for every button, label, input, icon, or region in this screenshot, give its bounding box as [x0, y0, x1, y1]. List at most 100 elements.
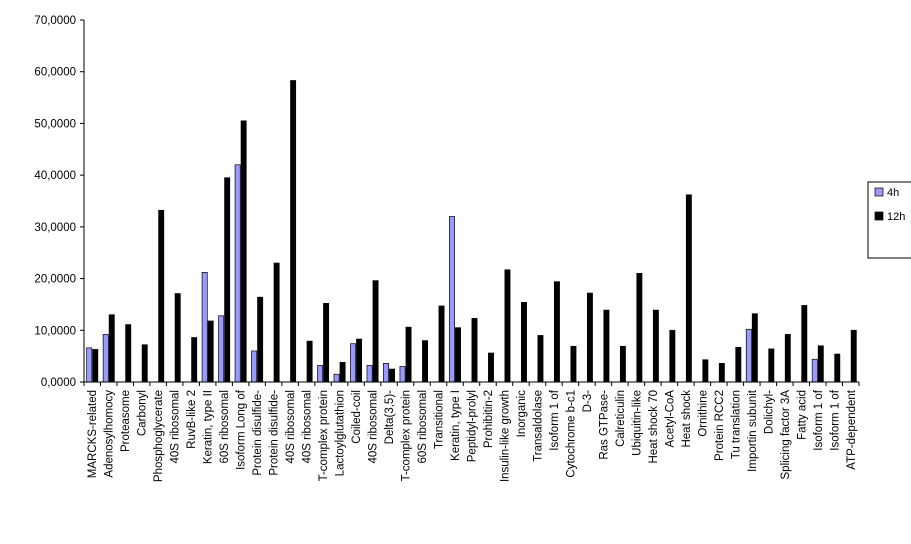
y-tick-label: 30,0000	[34, 222, 76, 234]
x-category-label: Tu translation	[730, 390, 742, 459]
x-category-label: T-complex protein	[318, 390, 330, 481]
x-category-label: Ornithine	[697, 390, 709, 437]
x-category-label: Cytochrome b-c1	[565, 390, 577, 478]
x-category-label: Lactoylglutathion	[335, 390, 347, 476]
x-category-label: Splicing factor 3A	[780, 390, 792, 480]
x-category-label: T-complex protein	[401, 390, 413, 481]
x-category-label: 40S ribosomal	[368, 390, 380, 464]
bar-12h-45	[834, 353, 841, 383]
x-category-label: Protein disulfide-	[269, 390, 281, 476]
bar-4h-9	[234, 164, 241, 383]
bar-4h-40	[745, 328, 752, 383]
bar-4h-18	[383, 363, 390, 383]
bar-12h-39	[735, 347, 742, 383]
bar-12h-7	[207, 320, 214, 383]
bar-12h-27	[537, 335, 544, 383]
bar-4h-14	[317, 365, 324, 383]
bar-12h-10	[257, 296, 264, 383]
bar-12h-31	[603, 309, 610, 383]
x-category-label: 60S ribosomal	[417, 390, 429, 464]
bar-12h-13	[306, 340, 313, 383]
x-category-label: Protein RCC2	[714, 390, 726, 461]
bar-12h-2	[125, 324, 132, 383]
x-category-label: D-3-	[582, 390, 594, 413]
x-category-label: Isoform Long of	[236, 389, 248, 470]
bar-12h-1	[108, 314, 115, 383]
bar-4h-0	[86, 347, 93, 383]
bar-12h-26	[521, 302, 527, 383]
bar-4h-1	[102, 334, 109, 383]
bars	[86, 80, 857, 383]
bar-12h-9	[240, 120, 247, 383]
y-axis: 0,0000 10,0000 20,0000 30,0000 40,0000 50,000…	[34, 15, 85, 389]
bar-12h-20	[422, 340, 428, 383]
bar-12h-38	[718, 363, 725, 383]
bar-12h-12	[290, 80, 297, 383]
x-category-label: Ras GTPase-	[598, 390, 610, 460]
bar-12h-0	[92, 349, 99, 383]
bar-12h-36	[685, 194, 692, 383]
x-category-label: Inorganic	[516, 390, 528, 438]
bar-12h-16	[356, 338, 363, 383]
bar-12h-17	[372, 280, 379, 383]
x-category-label: Insulin-like growth	[499, 390, 511, 482]
bar-12h-15	[339, 361, 346, 383]
bar-4h-19	[399, 366, 406, 383]
bar-12h-22	[455, 327, 461, 383]
bar-12h-37	[702, 359, 709, 383]
y-tick-label: 10,0000	[34, 325, 76, 337]
bar-4h-44	[811, 358, 818, 383]
x-category-label: Heat shock	[681, 390, 693, 448]
x-category-label: Phosphoglycerate	[153, 390, 165, 482]
x-category-label: ATP-dependent	[846, 389, 858, 470]
x-category-label: Isoform 1 of	[829, 389, 841, 451]
bar-12h-5	[174, 293, 181, 383]
legend-label-4h: 4h	[887, 187, 899, 199]
y-tick-label: 60,0000	[34, 67, 76, 79]
bar-12h-40	[751, 313, 758, 383]
bar-12h-4	[158, 209, 165, 383]
bar-12h-42	[784, 334, 791, 383]
legend: 4h 12h	[867, 181, 911, 259]
bar-4h-16	[350, 343, 357, 383]
bar-12h-14	[323, 303, 330, 383]
bar-12h-41	[768, 348, 775, 383]
legend-swatch-12h	[874, 211, 884, 221]
bar-4h-15	[333, 373, 340, 383]
x-category-label: Delta(3,5)-	[384, 390, 396, 444]
x-category-label: Protein disulfide-	[252, 390, 264, 476]
x-category-label: Dolichyl-	[763, 390, 775, 434]
bar-12h-43	[801, 305, 808, 383]
x-category-label: 40S ribosomal	[302, 390, 314, 464]
y-tick-label: 20,0000	[34, 274, 76, 286]
x-category-label: Fatty acid	[796, 390, 808, 440]
bar-12h-23	[471, 318, 478, 383]
bar-12h-3	[141, 344, 148, 383]
y-tick-label: 50,0000	[34, 118, 76, 130]
y-tick-label: 40,0000	[34, 170, 76, 182]
x-category-label: 40S ribosomal	[285, 390, 297, 464]
x-category-label: Isoform 1 of	[549, 389, 561, 451]
x-category-label: 60S ribosomal	[219, 390, 231, 464]
legend-label-12h: 12h	[887, 211, 905, 223]
bar-4h-22	[449, 216, 455, 383]
bar-4h-17	[366, 365, 373, 383]
bar-12h-11	[273, 262, 280, 383]
bar-12h-21	[438, 305, 445, 383]
x-category-label: Carbonyl	[137, 390, 149, 436]
x-category-label: Heat shock 70	[648, 390, 660, 464]
bar-4h-8	[218, 315, 225, 383]
bar-12h-24	[488, 352, 494, 383]
bar-12h-8	[224, 177, 231, 383]
y-tick-label: 70,0000	[34, 15, 76, 27]
x-category-label: Ubiquitin-like	[631, 390, 643, 456]
x-category-label: Importin subunit	[747, 389, 759, 472]
bar-12h-18	[389, 368, 396, 383]
x-axis: MARCKS-related Adenosylhomocy Proteasome Ca…	[83, 381, 860, 482]
bar-12h-19	[405, 326, 412, 383]
x-category-label: 40S ribosomal	[170, 390, 182, 464]
x-category-label: Isoform 1 of	[813, 389, 825, 451]
bar-12h-33	[636, 273, 643, 383]
bar-12h-6	[191, 337, 198, 383]
